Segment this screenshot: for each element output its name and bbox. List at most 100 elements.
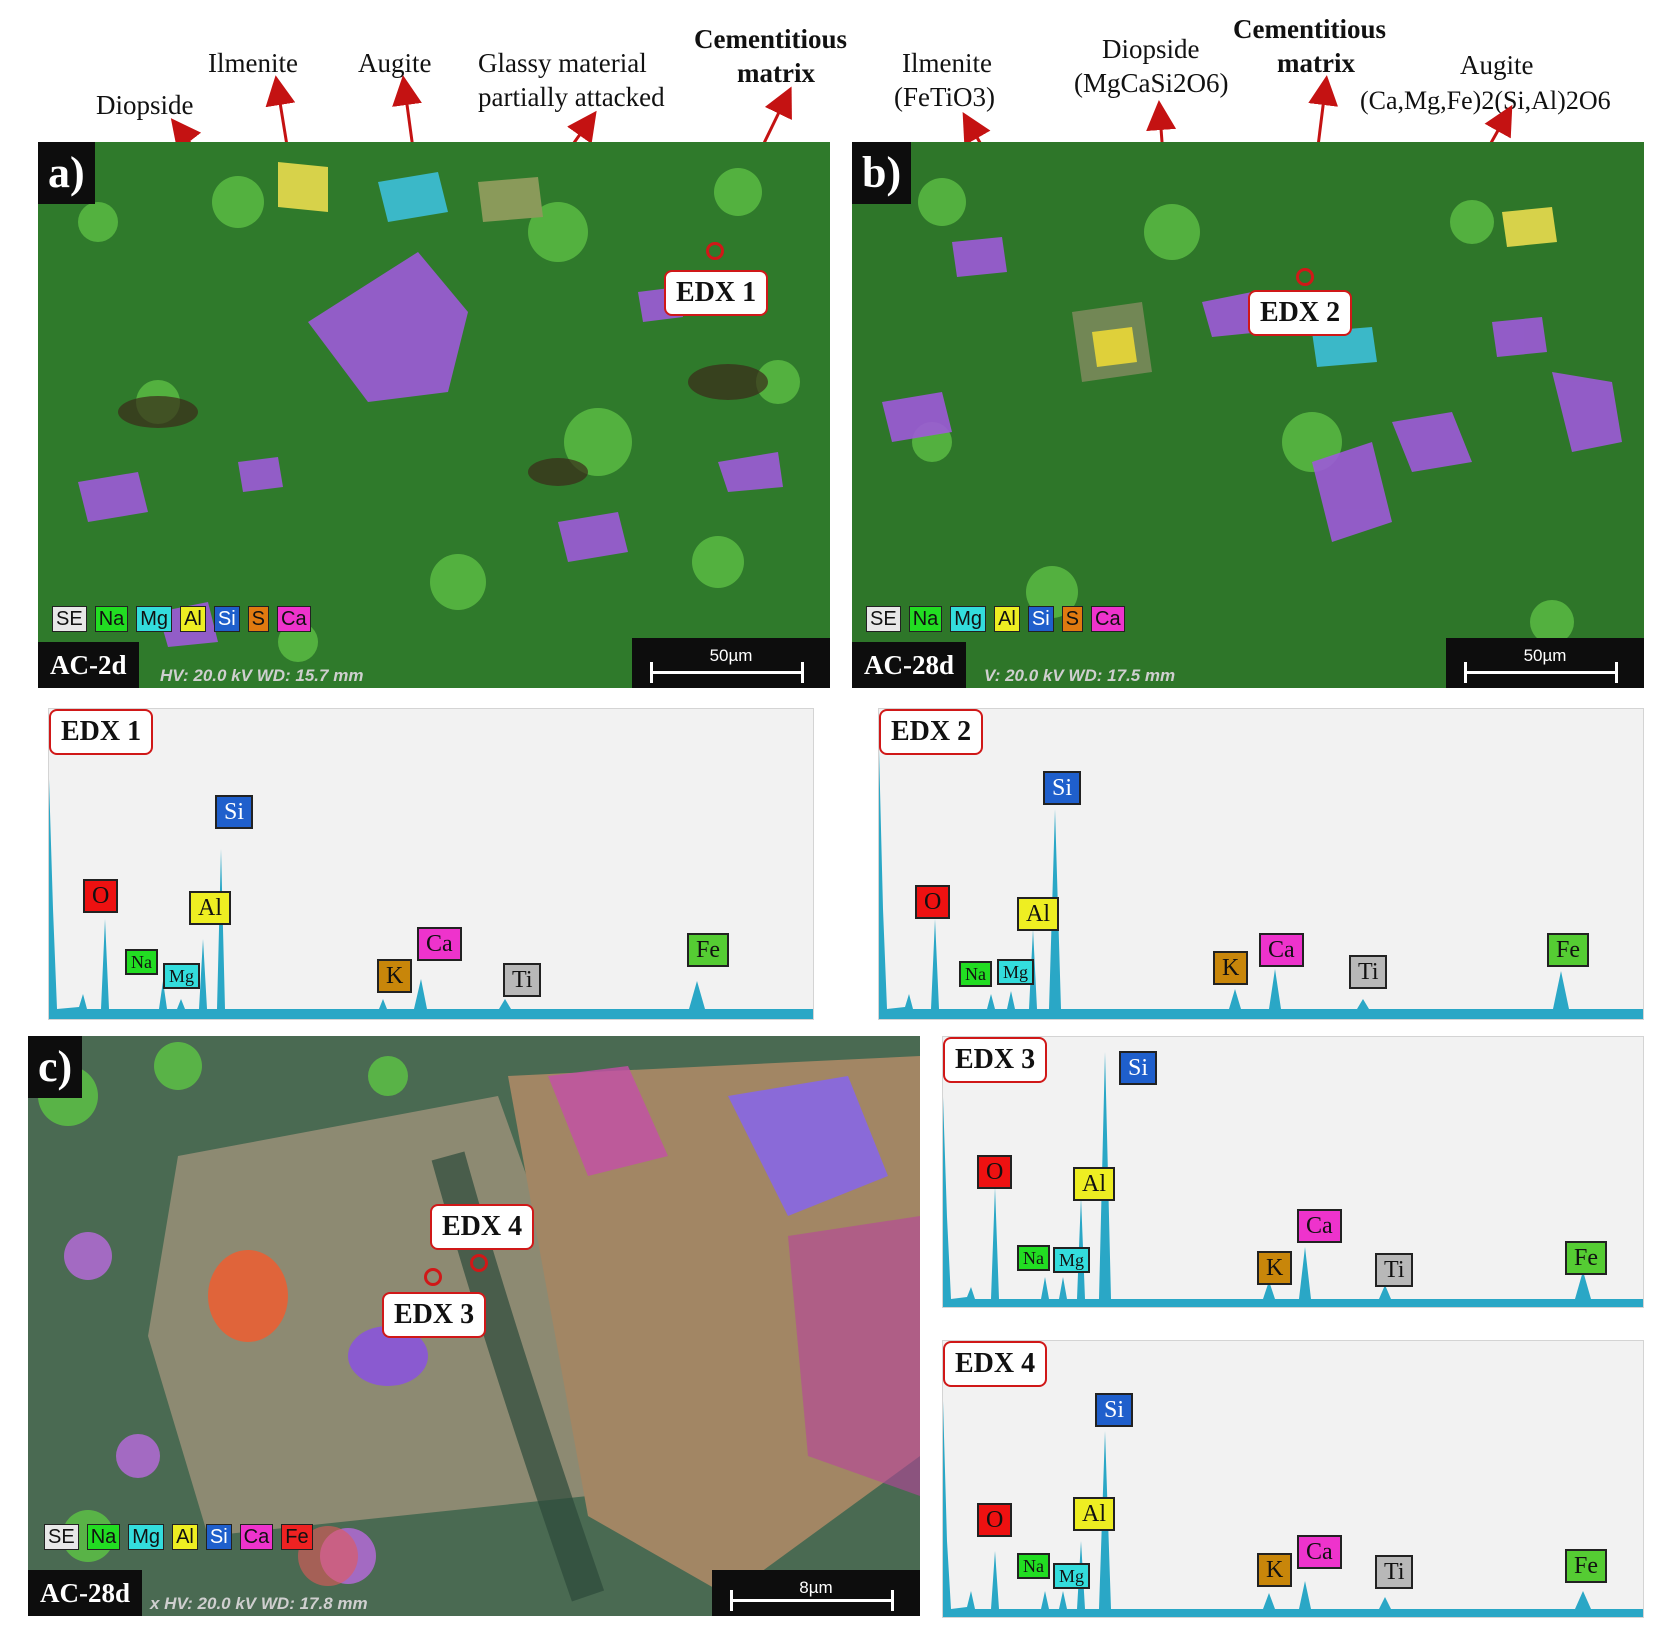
edx2-title: EDX 2: [879, 709, 984, 755]
peak-k: K: [377, 959, 413, 993]
legend-na: Na: [86, 1524, 121, 1550]
peak-al: Al: [189, 891, 231, 925]
label-diopside-b: Diopside: [1102, 34, 1200, 64]
legend-ca: Ca: [239, 1524, 274, 1550]
peak-fe: Fe: [1547, 933, 1589, 967]
sample-tag-c: AC-28d: [28, 1570, 143, 1616]
legend-se: SE: [52, 606, 87, 632]
label-cementitious-a: Cementitious: [694, 24, 847, 54]
spectrum-edx4: EDX 4 O Na Mg Al Si K Ca Ti Fe: [942, 1340, 1644, 1618]
peak-na: Na: [959, 961, 992, 987]
hv-wd-c: x HV: 20.0 kV WD: 17.8 mm: [150, 1594, 368, 1613]
panel-tag-b: b): [852, 142, 912, 204]
peak-si: Si: [1119, 1051, 1158, 1085]
sem-map-b: b) SE Na Mg Al Si S Ca AC-28d V: 20.0 kV…: [852, 142, 1644, 688]
legend-ca: Ca: [277, 606, 311, 632]
legend-si: Si: [1027, 606, 1054, 632]
scale-label-b: 50µm: [1523, 646, 1567, 665]
edx1-marker: [706, 242, 724, 260]
peak-na: Na: [125, 949, 158, 975]
label-ilmenite-b: Ilmenite: [902, 48, 992, 78]
label-cementitious-b: Cementitious: [1233, 14, 1386, 44]
peak-si: Si: [215, 795, 254, 829]
legend-fe: Fe: [281, 1524, 313, 1550]
edx1-title: EDX 1: [49, 709, 154, 755]
peak-fe: Fe: [687, 933, 729, 967]
edx4-marker: [470, 1254, 488, 1272]
legend-al: Al: [994, 606, 1020, 632]
label-glassy-line1: Glassy material: [478, 48, 647, 78]
legend-s: S: [1061, 606, 1083, 632]
peak-na: Na: [1017, 1553, 1050, 1579]
element-legend-c: SE Na Mg Al Si Ca Fe: [44, 1524, 313, 1550]
spectrum-edx1: EDX 1 O Na Mg Al Si K Ca Ti Fe: [48, 708, 814, 1020]
peak-mg: Mg: [1053, 1247, 1091, 1273]
peak-o: O: [83, 879, 119, 913]
peak-si: Si: [1095, 1393, 1134, 1427]
legend-si: Si: [205, 1524, 232, 1550]
edx3-title: EDX 3: [943, 1037, 1048, 1083]
hv-wd-b: V: 20.0 kV WD: 17.5 mm: [984, 666, 1176, 685]
peak-ti: Ti: [503, 963, 542, 997]
scale-label-a: 50µm: [709, 646, 753, 665]
edx3-callout: EDX 3: [382, 1292, 487, 1338]
label-matrix-a: matrix: [737, 58, 815, 88]
legend-si: Si: [213, 606, 240, 632]
edx4-title: EDX 4: [943, 1341, 1048, 1387]
legend-na: Na: [94, 606, 129, 632]
peak-k: K: [1213, 951, 1249, 985]
peak-ca: Ca: [1297, 1209, 1342, 1243]
peak-ti: Ti: [1375, 1253, 1414, 1287]
scale-label-c: 8µm: [799, 1578, 833, 1597]
peak-ti: Ti: [1375, 1555, 1414, 1589]
label-diopside-a: Diopside: [96, 90, 194, 120]
peak-mg: Mg: [163, 963, 201, 989]
peak-mg: Mg: [997, 959, 1035, 985]
spectrum-edx3: EDX 3 O Na Mg Al Si K Ca Ti Fe: [942, 1036, 1644, 1308]
spectrum-edx2: EDX 2 O Na Mg Al Si K Ca Ti Fe: [878, 708, 1644, 1020]
edx2-marker: [1296, 268, 1314, 286]
label-diopside-formula: (MgCaSi2O6): [1074, 68, 1229, 98]
legend-al: Al: [172, 1524, 198, 1550]
legend-al: Al: [180, 606, 206, 632]
peak-o: O: [977, 1503, 1013, 1537]
peak-k: K: [1257, 1553, 1293, 1587]
peak-o: O: [977, 1155, 1013, 1189]
peak-k: K: [1257, 1251, 1293, 1285]
panel-tag-a: a): [38, 142, 95, 204]
peak-ca: Ca: [1297, 1535, 1342, 1569]
legend-s: S: [247, 606, 269, 632]
label-augite-a: Augite: [358, 48, 432, 78]
label-augite-b: Augite: [1460, 50, 1534, 80]
sem-map-a: a) SE Na Mg Al Si S Ca AC-2d HV: 20.0 kV…: [38, 142, 830, 688]
edx4-callout: EDX 4: [430, 1204, 535, 1250]
label-ilmenite-formula: (FeTiO3): [894, 82, 996, 112]
peak-si: Si: [1043, 771, 1082, 805]
peak-o: O: [915, 885, 951, 919]
element-legend-b: SE Na Mg Al Si S Ca: [866, 606, 1125, 632]
label-matrix-b: matrix: [1277, 48, 1355, 78]
peak-ca: Ca: [1259, 933, 1304, 967]
panel-tag-c: c): [28, 1036, 83, 1098]
peak-ca: Ca: [417, 927, 462, 961]
hv-wd-a: HV: 20.0 kV WD: 15.7 mm: [160, 666, 364, 685]
edx1-callout: EDX 1: [664, 270, 769, 316]
peak-fe: Fe: [1565, 1549, 1607, 1583]
legend-se: SE: [44, 1524, 79, 1550]
legend-na: Na: [908, 606, 943, 632]
scale-bar-a: 50µm: [632, 638, 830, 688]
label-ilmenite-a: Ilmenite: [208, 48, 298, 78]
peak-na: Na: [1017, 1245, 1050, 1271]
legend-ca: Ca: [1091, 606, 1125, 632]
peak-al: Al: [1073, 1167, 1115, 1201]
sample-tag-b: AC-28d: [852, 642, 967, 688]
edx2-callout: EDX 2: [1248, 290, 1353, 336]
legend-se: SE: [866, 606, 901, 632]
legend-mg: Mg: [950, 606, 987, 632]
sem-map-c: c) SE Na Mg Al Si Ca Fe AC-28d x HV: 20.…: [28, 1036, 920, 1616]
peak-fe: Fe: [1565, 1241, 1607, 1275]
edx3-marker: [424, 1268, 442, 1286]
legend-mg: Mg: [136, 606, 173, 632]
peak-al: Al: [1017, 897, 1059, 931]
sem-texture-b: [852, 142, 1644, 688]
